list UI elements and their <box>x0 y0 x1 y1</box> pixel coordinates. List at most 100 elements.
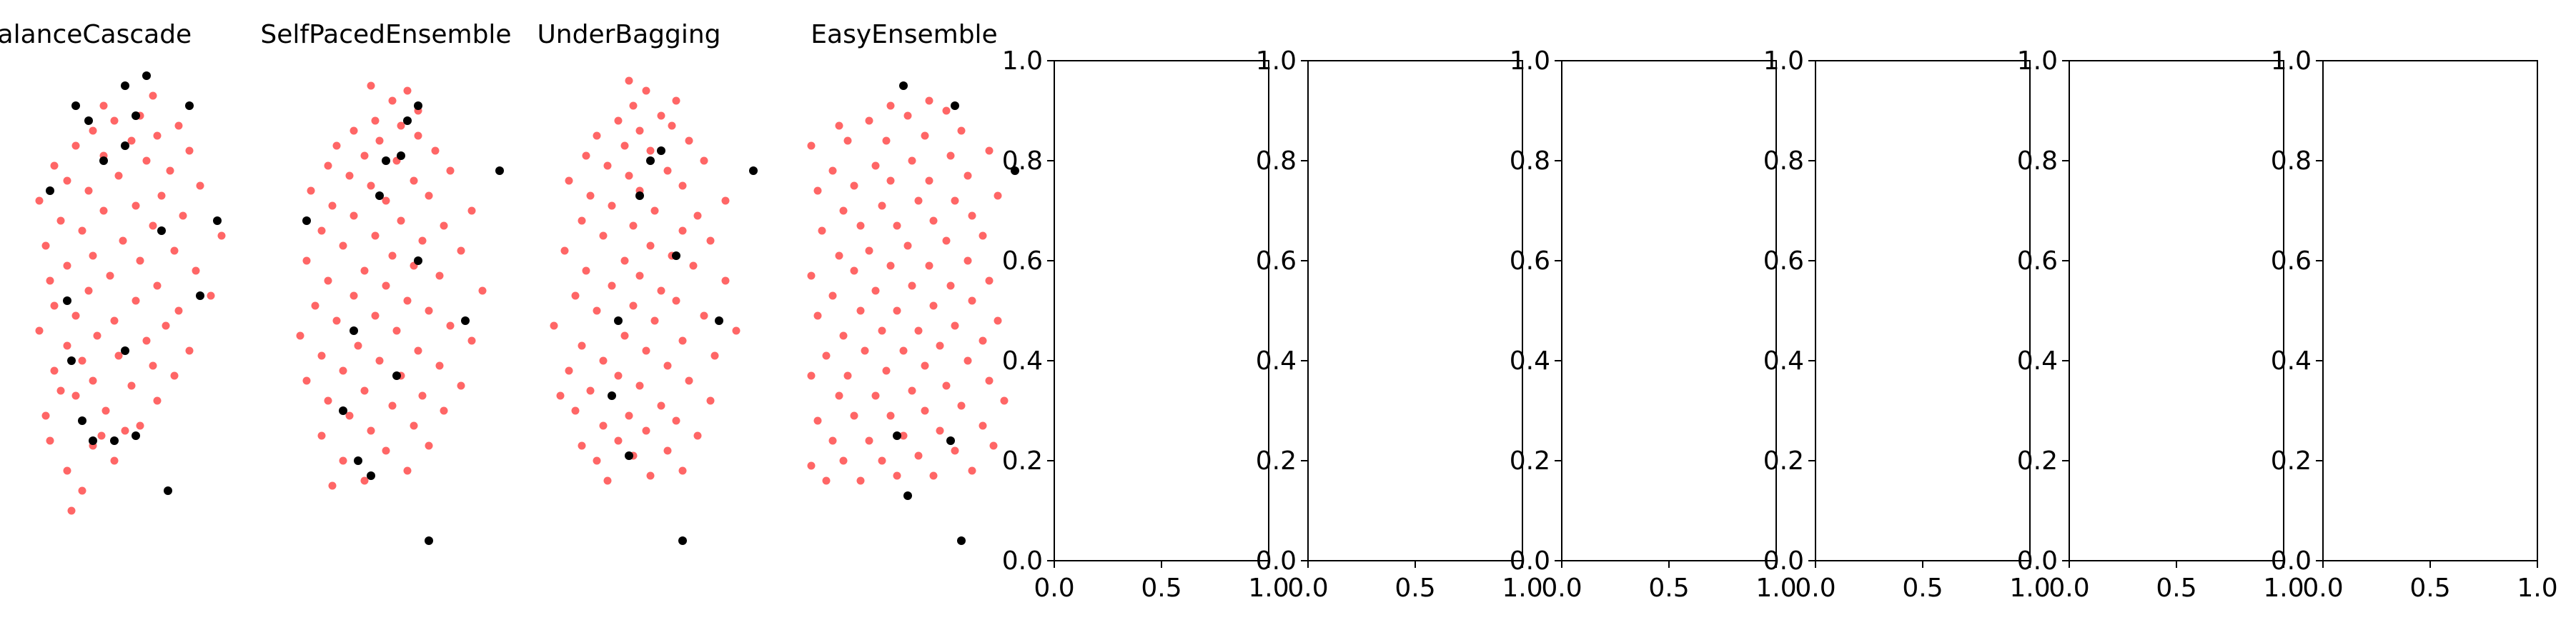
majority-point <box>914 451 923 460</box>
majority-point <box>951 321 959 330</box>
minority-point <box>302 216 311 225</box>
majority-point <box>668 121 676 130</box>
majority-point <box>642 346 650 355</box>
majority-point <box>813 311 822 320</box>
majority-point <box>170 371 179 380</box>
majority-point <box>550 321 558 330</box>
majority-point <box>963 256 972 265</box>
majority-point <box>296 331 304 340</box>
majority-point <box>63 176 71 185</box>
subplot-3: UnderBagging <box>537 20 758 545</box>
majority-point <box>663 361 672 370</box>
majority-point <box>946 151 955 160</box>
majority-point <box>603 161 612 170</box>
majority-point <box>925 96 933 105</box>
majority-point <box>672 416 680 425</box>
y-tick-label: 0.0 <box>2017 546 2058 576</box>
majority-point <box>71 311 80 320</box>
majority-point <box>614 436 623 445</box>
majority-point <box>861 346 869 355</box>
minority-point <box>89 436 97 445</box>
majority-point <box>560 246 569 255</box>
majority-point <box>839 456 848 465</box>
majority-point <box>339 366 347 375</box>
minority-point <box>403 116 412 125</box>
majority-point <box>89 126 97 135</box>
majority-point <box>871 391 880 400</box>
majority-point <box>646 146 655 155</box>
majority-point <box>78 226 86 235</box>
majority-point <box>196 181 204 190</box>
majority-point <box>71 141 80 150</box>
majority-point <box>328 201 337 210</box>
majority-point <box>968 211 976 220</box>
majority-point <box>50 366 59 375</box>
y-tick-label: 0.4 <box>1763 346 1804 376</box>
majority-point <box>50 301 59 310</box>
majority-point <box>84 286 93 295</box>
majority-point <box>360 151 369 160</box>
minority-point <box>121 346 129 355</box>
majority-point <box>56 386 65 395</box>
majority-point <box>672 96 680 105</box>
majority-point <box>620 141 629 150</box>
majority-point <box>332 316 341 325</box>
majority-point <box>899 346 908 355</box>
majority-point <box>586 386 595 395</box>
subplot-5: 0.0 0.2 0.4 0.6 0.8 1.0 0.0 0.5 1.0 <box>1002 46 1289 603</box>
minority-point <box>84 116 93 125</box>
majority-point <box>963 356 972 365</box>
y-tick-label: 0.2 <box>1510 446 1550 476</box>
majority-point <box>706 396 715 405</box>
majority-point <box>856 221 865 230</box>
majority-point <box>132 201 140 210</box>
minority-point <box>99 156 108 165</box>
majority-point <box>350 291 358 300</box>
majority-point <box>882 136 891 145</box>
majority-point <box>650 206 659 215</box>
majority-point <box>435 361 444 370</box>
y-tick-label: 0.8 <box>1763 146 1804 176</box>
majority-point <box>63 341 71 350</box>
y-tick-label: 1.0 <box>2017 46 2058 76</box>
majority-point <box>153 131 162 140</box>
majority-point <box>397 216 405 225</box>
majority-point <box>813 186 822 195</box>
subplot-title: EasyEnsemble <box>811 20 997 49</box>
y-tick-label: 0.4 <box>2271 346 2312 376</box>
minority-point <box>461 316 470 325</box>
majority-point <box>818 226 826 235</box>
y-tick-label: 0.8 <box>1002 146 1043 176</box>
majority-point <box>942 236 951 245</box>
majority-point <box>571 291 580 300</box>
axes-frame <box>2322 60 2538 561</box>
majority-point <box>170 246 179 255</box>
majority-point <box>625 76 633 85</box>
majority-point <box>929 301 938 310</box>
majority-point <box>968 466 976 475</box>
majority-point <box>367 426 375 435</box>
majority-point <box>657 111 665 120</box>
minority-point <box>495 166 504 175</box>
majority-point <box>317 226 326 235</box>
majority-point <box>307 186 315 195</box>
majority-point <box>354 341 362 350</box>
subplot-title: SelfPacedEnsemble <box>260 20 511 49</box>
majority-point <box>157 191 166 200</box>
axes-frame <box>1307 60 1523 561</box>
majority-point <box>403 296 412 305</box>
majority-point <box>850 181 858 190</box>
majority-point <box>685 376 693 385</box>
majority-point <box>375 136 384 145</box>
y-tick-label: 0.6 <box>1002 246 1043 276</box>
x-tick-label: 0.0 <box>1034 574 1074 603</box>
majority-point <box>388 401 397 410</box>
axes-frame <box>1561 60 1777 561</box>
majority-point <box>693 431 702 440</box>
y-tick-label: 0.0 <box>1510 546 1550 576</box>
majority-point <box>397 121 405 130</box>
majority-point <box>345 171 354 180</box>
majority-point <box>46 436 54 445</box>
majority-point <box>446 166 455 175</box>
majority-point <box>700 156 708 165</box>
